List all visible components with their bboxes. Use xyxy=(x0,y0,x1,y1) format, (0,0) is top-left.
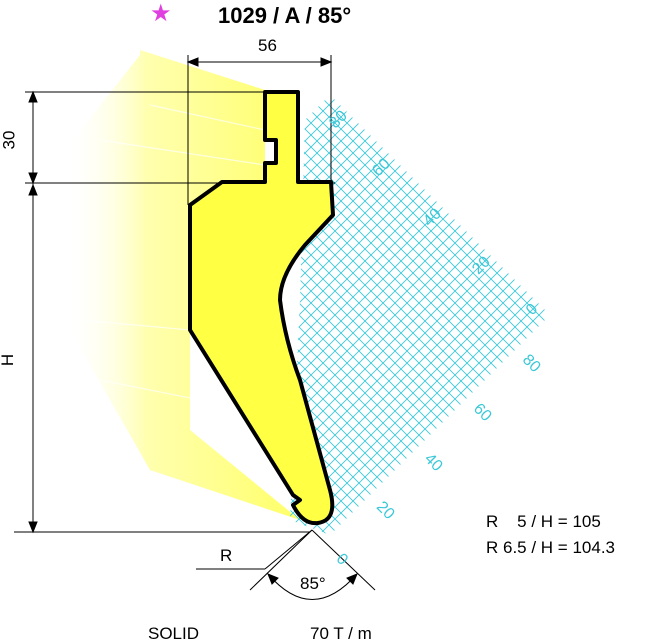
upper-height-dimension: 30 xyxy=(0,130,19,150)
grid-line xyxy=(620,0,646,642)
grid-line xyxy=(290,95,550,535)
grid-line xyxy=(632,0,646,642)
star-icon: ★ xyxy=(150,0,172,27)
grid-line xyxy=(290,95,550,535)
grid-line xyxy=(290,95,447,535)
grid-line xyxy=(632,0,646,642)
grid-line xyxy=(290,95,550,535)
dimension-lines xyxy=(14,55,376,600)
radius-dimension: R xyxy=(220,546,233,565)
grid-line xyxy=(290,95,550,535)
grid-line xyxy=(290,95,550,535)
angle-dimension: 85° xyxy=(300,574,326,593)
page-title: 1029 / A / 85° xyxy=(218,3,352,28)
grid-line xyxy=(290,95,550,535)
grid-line xyxy=(290,95,550,535)
tool-capacity: 70 T / m xyxy=(310,624,372,643)
spec-line-1: R 5 / H = 105 xyxy=(486,512,601,531)
grid-line xyxy=(620,0,646,642)
grid-line xyxy=(290,95,550,535)
grid-line xyxy=(290,95,435,535)
grid-line xyxy=(290,95,550,535)
grid-line xyxy=(290,95,550,535)
grid-line xyxy=(290,95,550,535)
height-dimension: H xyxy=(0,353,18,367)
width-dimension: 56 xyxy=(258,36,277,55)
tool-type: SOLID xyxy=(148,624,200,643)
grid-line xyxy=(290,95,550,535)
shadow-lines xyxy=(79,104,266,401)
tool-shadow xyxy=(65,50,300,520)
grid-line xyxy=(290,95,550,535)
grid-line xyxy=(290,95,550,535)
tool-profile xyxy=(188,90,335,526)
grid-line xyxy=(290,95,550,535)
grid-line xyxy=(290,95,550,535)
grid-line xyxy=(290,95,550,535)
spec-line-2: R 6.5 / H = 104.3 xyxy=(486,538,615,557)
